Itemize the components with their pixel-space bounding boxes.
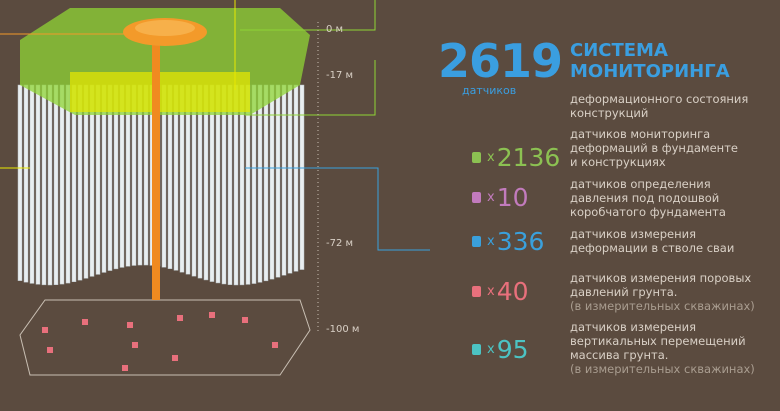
sensor: [172, 355, 178, 361]
sensor: [47, 347, 53, 353]
sensor-count: x 336: [472, 227, 544, 256]
pile: [17, 84, 23, 281]
description-line: датчиков мониторинга: [570, 127, 711, 141]
title: СИСТЕМА МОНИТОРИНГА: [570, 40, 730, 82]
pile: [59, 84, 65, 285]
description-line: датчиков определения: [570, 177, 711, 191]
description-line: деформаций в фундаменте: [570, 141, 738, 155]
pile: [53, 84, 59, 285]
title-line: МОНИТОРИНГА: [570, 61, 730, 82]
title-line: СИСТЕМА: [570, 40, 668, 61]
pile: [65, 84, 71, 284]
pile: [275, 84, 281, 278]
count: 95: [496, 335, 529, 364]
foundation-illustration: [0, 0, 430, 376]
sensor: [272, 342, 278, 348]
description-note: (в измерительных скважинах): [570, 299, 755, 313]
subtitle: деформационного состояния конструкций: [570, 92, 748, 120]
depth-label: -17 м: [326, 70, 354, 81]
description-line: вертикальных перемещений: [570, 334, 746, 348]
sensor: [132, 342, 138, 348]
sensor: [127, 322, 133, 328]
sensor: [177, 315, 183, 321]
count: 10: [496, 183, 529, 212]
pile: [29, 84, 35, 284]
pile: [293, 84, 299, 272]
pile: [299, 84, 305, 270]
pile: [47, 84, 53, 286]
sensor: [82, 319, 88, 325]
multiplier: x: [487, 190, 495, 205]
multiplier: x: [487, 284, 495, 299]
description-line: массива грунта.: [570, 348, 669, 362]
sensor-description: датчиков измерения поровых давлений грунт…: [570, 271, 755, 313]
sensor-count: x 10: [472, 183, 529, 212]
depth-label: 0 м: [326, 24, 344, 35]
subtitle-line: конструкций: [570, 106, 649, 120]
description-line: датчиков измерения: [570, 320, 697, 334]
subtitle-line: деформационного состояния: [570, 92, 749, 106]
sensor: [122, 365, 128, 371]
sensor-icon: [472, 344, 481, 355]
sensor-icon: [472, 236, 481, 247]
count: 40: [496, 277, 529, 306]
total-unit: датчиков: [462, 84, 517, 97]
description-note: (в измерительных скважинах): [570, 362, 755, 376]
description-line: датчиков измерения поровых: [570, 271, 752, 285]
depth-label: -72 м: [326, 238, 354, 249]
multiplier: x: [487, 342, 495, 357]
description-line: давлений грунта.: [570, 285, 678, 299]
pile: [263, 84, 269, 282]
pile: [23, 84, 29, 283]
sensor-icon: [472, 152, 481, 163]
count: 2136: [496, 143, 561, 172]
pile: [41, 84, 47, 286]
sensor: [209, 312, 215, 318]
multiplier: x: [487, 150, 495, 165]
sensor-description: датчиков измерения деформации в стволе св…: [570, 227, 734, 255]
pile: [287, 84, 293, 274]
sensor-description: датчиков измерения вертикальных перемещен…: [570, 320, 755, 376]
sensor-count: x 40: [472, 277, 529, 306]
multiplier: x: [487, 234, 495, 249]
sensor-description: датчиков мониторинга деформаций в фундаме…: [570, 127, 738, 169]
depth-label: -100 м: [326, 324, 360, 335]
sensor-description: датчиков определения давления под подошво…: [570, 177, 726, 219]
description-line: деформации в стволе сваи: [570, 241, 735, 255]
sensor: [42, 327, 48, 333]
pile: [35, 84, 41, 285]
sensor: [242, 317, 248, 323]
sensor-count: x 2136: [472, 143, 560, 172]
count: 336: [496, 227, 545, 256]
sensor-count: x 95: [472, 335, 529, 364]
pile: [269, 84, 275, 280]
sensor-icon: [472, 286, 481, 297]
sensor-icon: [472, 192, 481, 203]
description-line: датчиков измерения: [570, 227, 697, 241]
total-count: 2619: [438, 34, 563, 88]
description-line: коробчатого фундамента: [570, 205, 726, 219]
pile: [281, 84, 287, 276]
description-line: и конструкциях: [570, 155, 666, 169]
description-line: давления под подошвой: [570, 191, 720, 205]
